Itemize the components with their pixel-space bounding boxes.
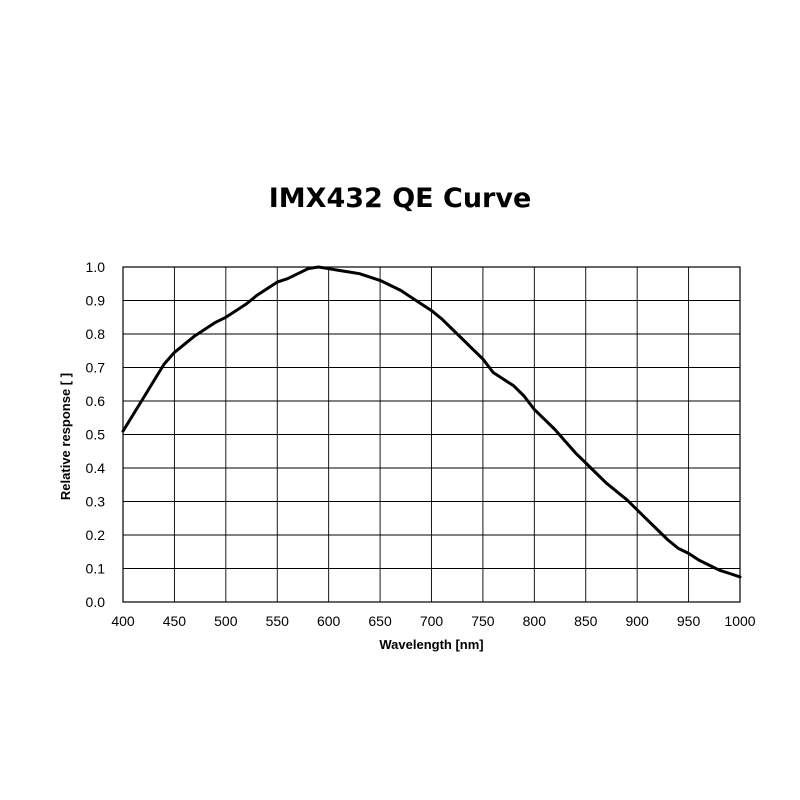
- x-tick-label: 750: [471, 613, 495, 629]
- plot-frame: [122, 266, 741, 603]
- x-tick-label: 500: [214, 613, 238, 629]
- x-tick-label: 900: [625, 613, 649, 629]
- x-tick-label: 400: [111, 613, 135, 629]
- y-tick-label: 0.3: [86, 494, 106, 510]
- tick-labels: 400 450 500 550 600 650 700 750 800 850 900 950 1000…: [86, 259, 756, 629]
- x-tick-label: 700: [420, 613, 444, 629]
- y-tick-label: 0.5: [86, 427, 106, 443]
- y-tick-label: 0.4: [86, 460, 106, 476]
- series-line: [121, 265, 742, 579]
- y-tick-label: 0.1: [86, 561, 106, 577]
- series: [121, 265, 742, 579]
- grid: [122, 266, 741, 603]
- x-tick-label: 600: [317, 613, 341, 629]
- y-tick-label: 0.8: [86, 326, 106, 342]
- x-tick-label: 550: [266, 613, 290, 629]
- y-tick-label: 0.6: [86, 393, 106, 409]
- x-tick-label: 850: [574, 613, 598, 629]
- y-tick-label: 1.0: [86, 259, 106, 275]
- y-axis-label: Relative response [ ]: [58, 373, 73, 500]
- chart-title: IMX432 QE Curve: [268, 183, 532, 214]
- x-tick-label: 950: [677, 613, 701, 629]
- y-tick-label: 0.7: [86, 360, 106, 376]
- x-tick-label: 650: [368, 613, 392, 629]
- y-tick-label: 0.0: [86, 594, 106, 610]
- y-tick-label: 0.9: [86, 293, 106, 309]
- x-tick-label: 450: [163, 613, 187, 629]
- x-tick-label: 800: [523, 613, 547, 629]
- x-axis-label: Wavelength [nm]: [379, 637, 483, 652]
- y-tick-label: 0.2: [86, 527, 106, 543]
- x-tick-label: 1000: [724, 613, 755, 629]
